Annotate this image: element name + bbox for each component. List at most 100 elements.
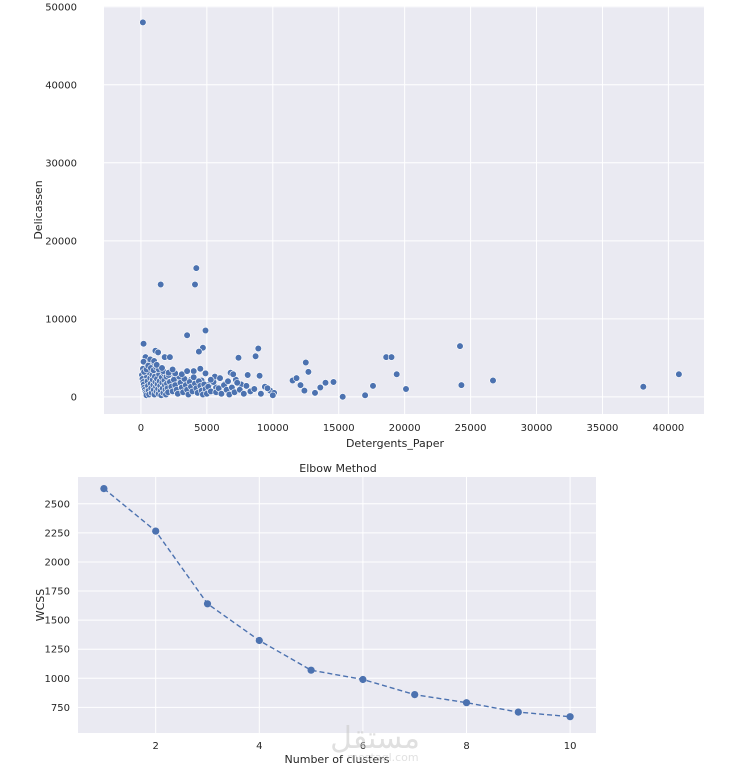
- scatter-point: [311, 389, 319, 397]
- elbow-point: [566, 713, 574, 721]
- scatter-y-tick-label: 20000: [45, 236, 77, 247]
- elbow-point: [152, 527, 160, 535]
- scatter-x-tick-label: 40000: [652, 423, 684, 434]
- scatter-point: [190, 367, 198, 375]
- scatter-x-tick-label: 30000: [521, 423, 553, 434]
- elbow-y-tick-label: 2000: [45, 557, 70, 568]
- scatter-point: [269, 391, 277, 399]
- scatter-point: [169, 365, 177, 374]
- scatter-point: [393, 370, 401, 378]
- scatter-x-tick-label: 0: [138, 423, 144, 434]
- scatter-point: [207, 376, 215, 384]
- scatter-point: [329, 378, 338, 386]
- scatter-plot-area: [104, 6, 704, 414]
- scatter-x-ticks: 0 5000 10000 15000 20000 25000 30000 35000 40000: [138, 423, 685, 434]
- scatter-y-tick-label: 50000: [45, 2, 77, 13]
- elbow-x-tick-label: 2: [153, 741, 159, 752]
- scatter-point: [183, 331, 191, 339]
- scatter-points: [138, 18, 683, 401]
- scatter-point: [183, 367, 191, 375]
- elbow-chart-title: Elbow Method: [299, 462, 376, 475]
- elbow-x-axis-label: Number of clusters: [285, 753, 390, 766]
- elbow-point: [411, 691, 419, 699]
- scatter-point: [201, 369, 210, 378]
- scatter-y-ticks: 0 10000 20000 30000 40000 50000: [45, 2, 77, 403]
- elbow-point: [100, 485, 108, 493]
- scatter-point: [154, 348, 162, 357]
- scatter-point: [229, 370, 237, 378]
- elbow-y-tick-label: 1250: [45, 645, 70, 656]
- scatter-point: [244, 371, 252, 379]
- elbow-grid: [78, 477, 596, 733]
- elbow-point: [514, 708, 522, 716]
- scatter-point: [263, 384, 272, 392]
- scatter-y-tick-label: 0: [71, 392, 77, 403]
- scatter-point: [192, 264, 200, 272]
- scatter-y-tick-label: 30000: [45, 158, 77, 169]
- elbow-point: [359, 675, 367, 684]
- scatter-point: [140, 340, 148, 348]
- watermark-logo-text: مستقل: [330, 721, 420, 756]
- scatter-x-tick-label: 20000: [389, 423, 421, 434]
- elbow-points: [100, 485, 574, 721]
- elbow-y-ticks: 750 1000 1250 1500 1750 2000 2250 2500: [45, 499, 70, 714]
- scatter-point: [402, 385, 410, 393]
- scatter-point: [296, 381, 305, 389]
- scatter-y-tick-label: 40000: [45, 80, 77, 91]
- elbow-y-tick-label: 1750: [45, 587, 70, 598]
- scatter-point: [216, 374, 224, 382]
- scatter-point: [217, 390, 225, 398]
- scatter-x-tick-label: 10000: [257, 423, 289, 434]
- elbow-line: [103, 488, 571, 718]
- scatter-point: [158, 364, 166, 372]
- watermark-site-text: mostaql.com: [347, 751, 418, 764]
- scatter-point: [292, 374, 301, 382]
- scatter-x-axis-label: Detergents_Paper: [346, 437, 445, 450]
- scatter-point: [300, 387, 309, 395]
- scatter-y-axis-label: Delicassen: [32, 180, 45, 239]
- scatter-point: [157, 280, 165, 289]
- scatter-point: [254, 344, 262, 353]
- scatter-point: [195, 348, 203, 356]
- scatter-point: [387, 353, 396, 361]
- elbow-y-axis-label: WCSS: [34, 589, 47, 622]
- elbow-point: [462, 699, 471, 707]
- scatter-chart: 0 5000 10000 15000 20000 25000 30000 35000 40000…: [32, 2, 704, 450]
- scatter-point: [456, 342, 464, 350]
- scatter-point: [196, 365, 204, 373]
- scatter-point: [321, 379, 330, 387]
- scatter-point: [369, 382, 377, 390]
- elbow-point: [307, 666, 315, 674]
- elbow-x-ticks: 2 4 6 8 10: [153, 741, 577, 752]
- scatter-point: [201, 326, 210, 335]
- scatter-point: [153, 361, 161, 369]
- scatter-point: [242, 382, 250, 390]
- elbow-y-tick-label: 750: [51, 703, 70, 714]
- elbow-point: [255, 636, 263, 645]
- scatter-grid: [104, 6, 704, 414]
- scatter-point: [250, 385, 258, 393]
- scatter-point: [361, 391, 369, 399]
- elbow-x-tick-label: 10: [564, 741, 577, 752]
- scatter-point: [302, 358, 310, 367]
- elbow-y-tick-label: 1500: [45, 616, 70, 627]
- scatter-point: [304, 368, 313, 376]
- scatter-point: [240, 390, 248, 398]
- scatter-x-tick-label: 5000: [194, 423, 219, 434]
- scatter-x-tick-label: 35000: [587, 423, 619, 434]
- elbow-point: [203, 600, 212, 608]
- elbow-y-tick-label: 2500: [45, 499, 70, 510]
- scatter-point: [224, 377, 232, 385]
- scatter-point: [252, 352, 260, 360]
- scatter-point: [639, 383, 647, 391]
- scatter-x-tick-label: 25000: [455, 423, 487, 434]
- scatter-point: [178, 370, 186, 378]
- scatter-point: [316, 383, 324, 392]
- scatter-point: [234, 354, 243, 362]
- scatter-point: [675, 370, 683, 378]
- elbow-y-tick-label: 2250: [45, 528, 70, 539]
- elbow-plot-area: [78, 477, 596, 733]
- elbow-x-tick-label: 6: [360, 741, 366, 752]
- scatter-point: [457, 381, 466, 389]
- elbow-x-tick-label: 4: [256, 741, 262, 752]
